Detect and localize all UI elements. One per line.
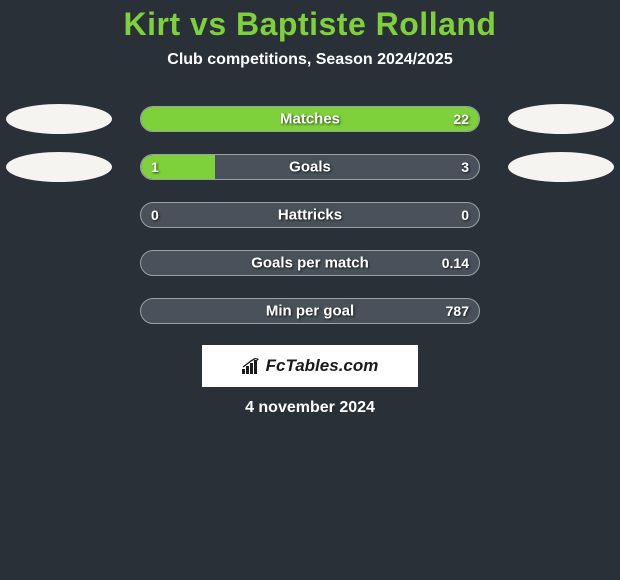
stat-value-right: 22 [453, 111, 469, 127]
stat-value-right: 0.14 [442, 255, 469, 271]
stat-label: Goals [289, 159, 331, 176]
brand-chart-icon [242, 358, 262, 374]
brand-badge: FcTables.com [202, 345, 418, 387]
date-text: 4 november 2024 [0, 399, 620, 417]
stat-row: Goals per match 0.14 [0, 249, 620, 277]
brand-text: FcTables.com [266, 356, 379, 376]
stat-value-right: 3 [461, 159, 469, 175]
team-right-logo [508, 152, 614, 182]
stats-list: Matches 22 Goals 1 3 Hattricks 0 0 Goals per mat… [0, 105, 620, 325]
stat-row: Min per goal 787 [0, 297, 620, 325]
brand-label: FcTables.com [242, 356, 379, 376]
stat-bar: Hattricks 0 0 [140, 202, 480, 228]
stat-value-right: 0 [461, 207, 469, 223]
stat-label: Matches [280, 111, 340, 128]
logo-spacer [6, 201, 112, 229]
stat-bar: Goals per match 0.14 [140, 250, 480, 276]
logo-spacer [508, 201, 614, 229]
page-title: Kirt vs Baptiste Rolland [0, 6, 620, 43]
page-subtitle: Club competitions, Season 2024/2025 [0, 51, 620, 69]
stat-row: Goals 1 3 [0, 153, 620, 181]
stat-value-right: 787 [446, 303, 469, 319]
stat-bar: Goals 1 3 [140, 154, 480, 180]
stat-label: Goals per match [251, 255, 369, 272]
logo-spacer [508, 297, 614, 325]
stat-value-left: 1 [151, 159, 159, 175]
stat-bar: Min per goal 787 [140, 298, 480, 324]
stat-row: Hattricks 0 0 [0, 201, 620, 229]
stat-value-left: 0 [151, 207, 159, 223]
team-left-logo [6, 152, 112, 182]
logo-spacer [6, 297, 112, 325]
stat-label: Hattricks [278, 207, 342, 224]
comparison-widget: Kirt vs Baptiste Rolland Club competitio… [0, 0, 620, 417]
stat-bar: Matches 22 [140, 106, 480, 132]
logo-spacer [6, 249, 112, 277]
logo-spacer [508, 249, 614, 277]
stat-row: Matches 22 [0, 105, 620, 133]
stat-label: Min per goal [266, 303, 354, 320]
team-left-logo [6, 104, 112, 134]
team-right-logo [508, 104, 614, 134]
